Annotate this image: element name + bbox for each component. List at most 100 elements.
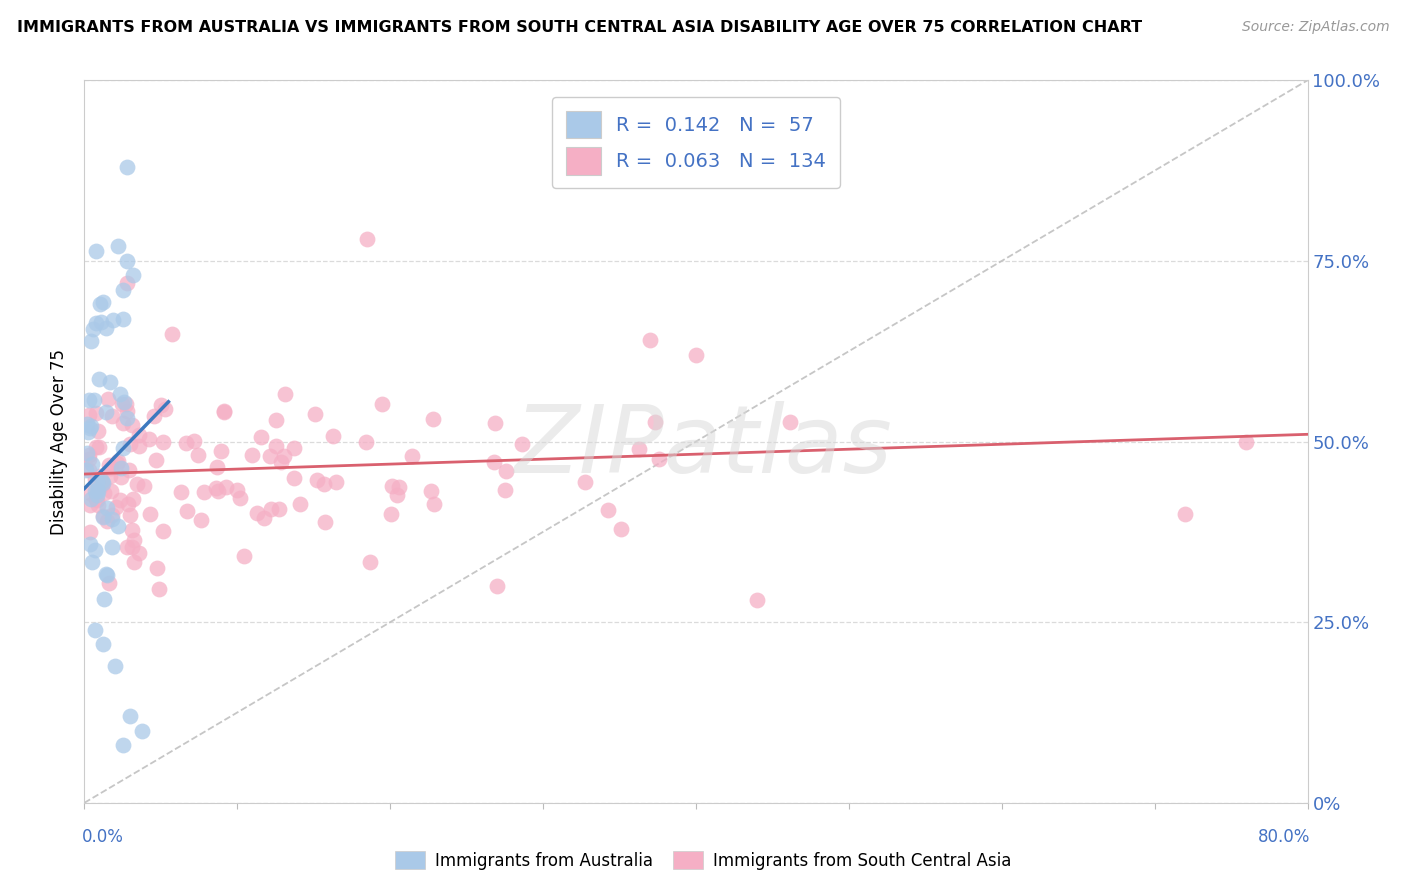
Point — [75, 463, 97, 477]
Point — [120, 709, 142, 723]
Point — [598, 503, 620, 517]
Point — [77, 393, 100, 408]
Point — [644, 415, 666, 429]
Point — [84, 244, 107, 258]
Point — [114, 394, 136, 409]
Point — [91, 294, 114, 309]
Point — [111, 738, 134, 752]
Point — [94, 567, 117, 582]
Point — [273, 449, 295, 463]
Point — [115, 276, 138, 290]
Point — [685, 348, 707, 362]
Point — [96, 321, 118, 335]
Point — [93, 486, 115, 500]
Point — [97, 392, 120, 407]
Point — [122, 555, 145, 569]
Point — [387, 487, 409, 501]
Point — [190, 513, 212, 527]
Point — [264, 439, 287, 453]
Point — [86, 316, 108, 330]
Point — [307, 473, 329, 487]
Point — [86, 488, 108, 502]
Point — [83, 472, 105, 486]
Point — [86, 484, 108, 499]
Point — [89, 296, 111, 310]
Point — [122, 491, 145, 506]
Point — [98, 375, 121, 389]
Point — [79, 486, 101, 500]
Point — [76, 425, 98, 439]
Point — [93, 591, 115, 606]
Point — [86, 498, 108, 512]
Point — [80, 458, 103, 472]
Point — [79, 525, 101, 540]
Point — [93, 509, 115, 524]
Point — [174, 436, 197, 450]
Text: Source: ZipAtlas.com: Source: ZipAtlas.com — [1241, 20, 1389, 34]
Point — [270, 455, 292, 469]
Point — [131, 723, 153, 738]
Point — [117, 497, 139, 511]
Point — [111, 416, 134, 430]
Point — [314, 515, 336, 529]
Point — [139, 507, 162, 521]
Point — [288, 497, 311, 511]
Point — [77, 462, 100, 476]
Point — [121, 523, 143, 537]
Text: IMMIGRANTS FROM AUSTRALIA VS IMMIGRANTS FROM SOUTH CENTRAL ASIA DISABILITY AGE O: IMMIGRANTS FROM AUSTRALIA VS IMMIGRANTS … — [17, 20, 1142, 35]
Point — [118, 508, 141, 523]
Point — [80, 555, 103, 569]
Point — [225, 483, 247, 498]
Point — [77, 451, 100, 466]
Point — [422, 412, 444, 426]
Point — [212, 404, 235, 418]
Y-axis label: Disability Age Over 75: Disability Age Over 75 — [51, 349, 69, 534]
Point — [84, 624, 107, 638]
Point — [132, 478, 155, 492]
Point — [264, 413, 287, 427]
Point — [215, 480, 238, 494]
Point — [381, 479, 404, 493]
Point — [82, 322, 104, 336]
Point — [176, 504, 198, 518]
Point — [128, 427, 150, 442]
Point — [138, 432, 160, 446]
Text: ZIPatlas: ZIPatlas — [515, 401, 891, 491]
Point — [96, 568, 118, 582]
Point — [108, 493, 131, 508]
Point — [83, 484, 105, 499]
Point — [79, 334, 101, 349]
Point — [127, 477, 149, 491]
Point — [246, 506, 269, 520]
Point — [322, 429, 344, 443]
Point — [122, 268, 145, 283]
Point — [152, 524, 174, 538]
Point — [638, 334, 661, 348]
Point — [269, 502, 291, 516]
Point — [79, 492, 101, 507]
Point — [148, 582, 170, 596]
Point — [117, 541, 139, 555]
Point — [183, 434, 205, 448]
Point — [108, 387, 131, 401]
Point — [160, 326, 183, 341]
Point — [76, 417, 98, 432]
Point — [283, 441, 305, 455]
Point — [274, 387, 297, 401]
Point — [193, 484, 215, 499]
Point — [112, 442, 135, 456]
Point — [118, 463, 141, 477]
Point — [104, 658, 127, 673]
Point — [145, 453, 167, 467]
Point — [359, 555, 381, 569]
Point — [87, 372, 110, 386]
Point — [79, 421, 101, 435]
Point — [1236, 434, 1258, 449]
Point — [494, 483, 516, 497]
Point — [83, 392, 105, 407]
Point — [111, 397, 134, 411]
Point — [101, 312, 124, 326]
Point — [229, 491, 252, 505]
Point — [96, 500, 118, 515]
Point — [380, 507, 402, 521]
